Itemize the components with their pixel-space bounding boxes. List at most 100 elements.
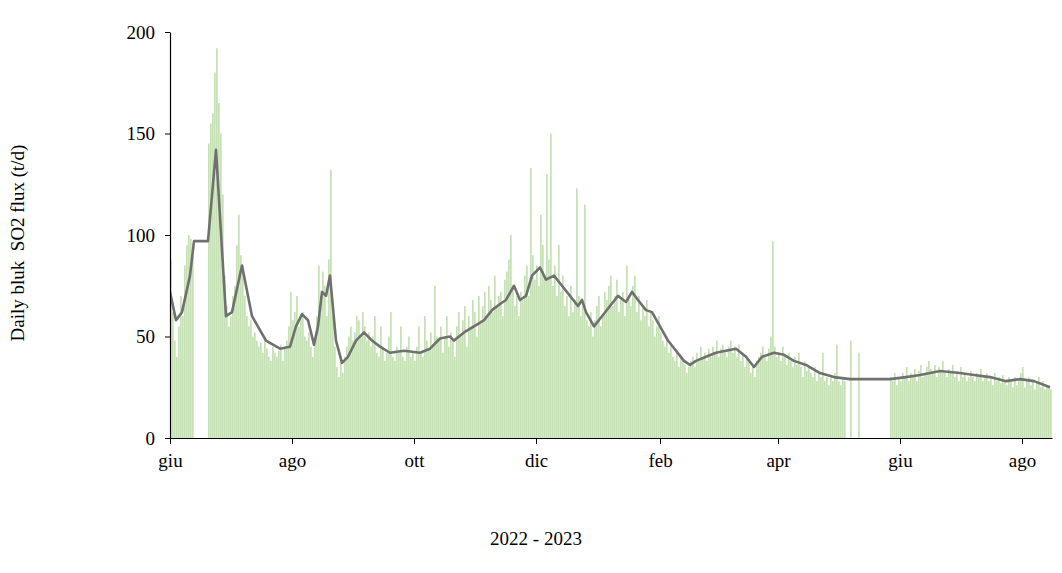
bar (900, 381, 902, 438)
tick: giu (158, 438, 183, 471)
bar (586, 320, 588, 438)
tick-mark (292, 438, 293, 444)
bar (306, 341, 308, 438)
bar (372, 337, 374, 439)
bar (256, 341, 258, 438)
bar (578, 296, 580, 438)
bar (630, 306, 632, 438)
bar (480, 320, 482, 438)
bar (1016, 385, 1018, 438)
bar (776, 357, 778, 438)
bar (730, 341, 732, 438)
bar (742, 353, 744, 438)
tick-label: apr (766, 450, 791, 471)
bar (186, 245, 188, 438)
tick: 200 (127, 22, 171, 43)
bar (800, 367, 802, 438)
bar (508, 259, 510, 438)
bar (658, 316, 660, 438)
bar (1036, 383, 1038, 438)
bar (646, 300, 648, 438)
bar (456, 326, 458, 438)
bar (428, 349, 430, 438)
bar (284, 347, 286, 438)
tick-label: 150 (127, 123, 156, 144)
bar (344, 357, 346, 438)
bar (242, 265, 244, 438)
bar (466, 347, 468, 438)
x-axis: giuagoottdicfebaprgiuago (158, 438, 1052, 471)
bar (774, 347, 776, 438)
tick-mark (165, 134, 170, 135)
bar (634, 276, 636, 438)
bar (768, 349, 770, 438)
bar (712, 347, 714, 438)
bar (498, 296, 500, 438)
bar (636, 312, 638, 438)
bar (470, 326, 472, 438)
bar (1010, 381, 1012, 438)
bar (896, 385, 898, 438)
bar (602, 316, 604, 438)
bar (412, 353, 414, 438)
bar (534, 280, 536, 438)
bar (750, 373, 752, 438)
bar (532, 255, 534, 438)
bar (568, 316, 570, 438)
bar (398, 353, 400, 438)
bar (188, 235, 190, 438)
bar (370, 347, 372, 438)
bar (502, 316, 504, 438)
bar (812, 377, 814, 438)
bar (934, 365, 936, 438)
bar (758, 357, 760, 438)
bar (510, 235, 512, 438)
tick-mark (1022, 438, 1023, 444)
bar (230, 316, 232, 438)
bar (554, 265, 556, 438)
bar (488, 286, 490, 438)
bar (406, 347, 408, 438)
bar (302, 312, 304, 438)
bar (912, 377, 914, 438)
bar (766, 361, 768, 438)
tick-mark (170, 438, 171, 444)
bar (732, 353, 734, 438)
bar (208, 144, 210, 438)
bar (748, 361, 750, 438)
bar (564, 306, 566, 438)
bar (308, 332, 310, 438)
bar (918, 371, 920, 438)
bar (830, 377, 832, 438)
bar (484, 292, 486, 438)
bar (556, 296, 558, 438)
bar (326, 316, 328, 438)
bar (402, 357, 404, 438)
bar (486, 316, 488, 438)
bar (572, 312, 574, 438)
bar (180, 296, 182, 438)
bar (1050, 389, 1052, 438)
bar (1030, 385, 1032, 438)
bar (1042, 381, 1044, 438)
bar (782, 347, 784, 438)
bar (986, 373, 988, 438)
bar (360, 337, 362, 439)
bar (438, 341, 440, 438)
bar (978, 377, 980, 438)
bar (910, 373, 912, 438)
bar (416, 347, 418, 438)
bar (178, 326, 180, 438)
bar (382, 347, 384, 438)
bar (1012, 387, 1014, 438)
tick-mark (165, 235, 170, 236)
bar (956, 371, 958, 438)
tick: ago (279, 438, 306, 471)
bar (826, 377, 828, 438)
bar (546, 174, 548, 438)
bar (290, 292, 292, 438)
bar (1000, 383, 1002, 438)
bar (762, 347, 764, 438)
bar (228, 326, 230, 438)
bar (960, 367, 962, 438)
